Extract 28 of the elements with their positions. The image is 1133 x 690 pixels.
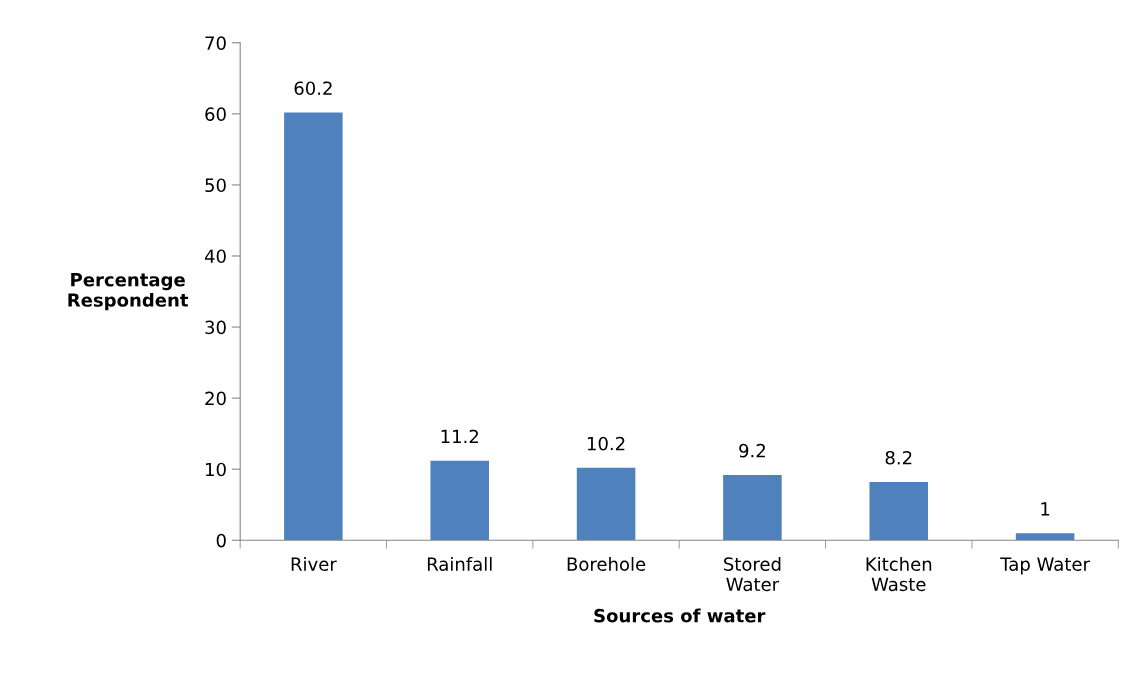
data-label: 9.2 bbox=[739, 443, 765, 458]
y-axis-title: Percentage Respondent bbox=[68, 273, 189, 311]
y-tick-label: 20 bbox=[205, 391, 226, 406]
bar bbox=[1015, 533, 1075, 541]
data-label: 11.2 bbox=[441, 429, 479, 444]
x-tick-label: Kitchen Waste bbox=[866, 556, 932, 592]
x-tick-label: Rainfall bbox=[427, 556, 492, 571]
x-tick-label: Tap Water bbox=[1000, 557, 1090, 575]
y-tick-label: 60 bbox=[205, 107, 226, 121]
y-tick-label: 10 bbox=[206, 462, 226, 477]
y-tick-label: 50 bbox=[205, 178, 226, 193]
bar bbox=[284, 112, 343, 541]
x-axis-title: Sources of water bbox=[594, 608, 766, 623]
y-tick-label: 70 bbox=[205, 36, 226, 50]
bar bbox=[869, 481, 929, 541]
data-label: 8.2 bbox=[885, 450, 912, 465]
y-tick-label: 40 bbox=[204, 249, 226, 264]
x-tick-label: Borehole bbox=[567, 556, 646, 571]
bar bbox=[576, 467, 636, 541]
data-label: 1 bbox=[1041, 502, 1050, 516]
y-tick-label: 0 bbox=[216, 533, 226, 548]
x-tick-label: Stored Water bbox=[724, 556, 781, 592]
data-label: 60.2 bbox=[294, 81, 332, 96]
data-label: 10.2 bbox=[587, 436, 625, 451]
bar bbox=[723, 474, 782, 541]
y-tick-label: 30 bbox=[205, 320, 226, 335]
x-tick-label: River bbox=[291, 556, 337, 571]
bar bbox=[430, 460, 489, 541]
